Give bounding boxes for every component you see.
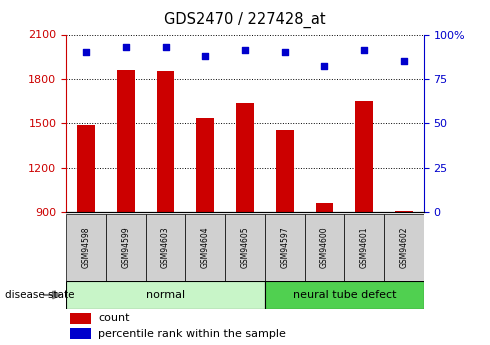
FancyBboxPatch shape <box>146 214 185 281</box>
FancyBboxPatch shape <box>66 281 265 309</box>
Text: GSM94601: GSM94601 <box>360 227 369 268</box>
FancyBboxPatch shape <box>305 214 344 281</box>
Text: GDS2470 / 227428_at: GDS2470 / 227428_at <box>164 12 326 28</box>
Text: count: count <box>98 313 130 323</box>
Point <box>320 64 328 69</box>
Text: GSM94605: GSM94605 <box>241 227 249 268</box>
Point <box>82 50 90 55</box>
Text: neural tube defect: neural tube defect <box>293 290 396 300</box>
Text: percentile rank within the sample: percentile rank within the sample <box>98 329 286 339</box>
Bar <box>70 313 91 324</box>
Text: GSM94603: GSM94603 <box>161 227 170 268</box>
Bar <box>395 211 413 212</box>
FancyBboxPatch shape <box>66 214 106 281</box>
Bar <box>117 70 135 212</box>
Point <box>241 48 249 53</box>
Point <box>122 44 130 50</box>
Bar <box>70 328 91 339</box>
Text: GSM94599: GSM94599 <box>121 227 130 268</box>
Bar <box>316 203 333 212</box>
Text: GSM94597: GSM94597 <box>280 227 289 268</box>
Bar <box>77 125 95 212</box>
Bar <box>236 102 254 212</box>
Text: GSM94600: GSM94600 <box>320 227 329 268</box>
Bar <box>157 71 174 212</box>
FancyBboxPatch shape <box>225 214 265 281</box>
Text: disease state: disease state <box>5 290 74 300</box>
FancyBboxPatch shape <box>185 214 225 281</box>
Text: normal: normal <box>146 290 185 300</box>
Bar <box>355 101 373 212</box>
FancyBboxPatch shape <box>265 214 305 281</box>
FancyBboxPatch shape <box>344 214 384 281</box>
Point <box>162 44 170 50</box>
Bar <box>196 118 214 212</box>
FancyBboxPatch shape <box>265 281 424 309</box>
Text: GSM94604: GSM94604 <box>201 227 210 268</box>
Text: GSM94602: GSM94602 <box>399 227 409 268</box>
Point <box>281 50 289 55</box>
Text: GSM94598: GSM94598 <box>81 227 91 268</box>
Point <box>400 58 408 64</box>
Point <box>201 53 209 59</box>
Point <box>360 48 368 53</box>
FancyBboxPatch shape <box>384 214 424 281</box>
Bar <box>276 130 294 212</box>
FancyBboxPatch shape <box>106 214 146 281</box>
